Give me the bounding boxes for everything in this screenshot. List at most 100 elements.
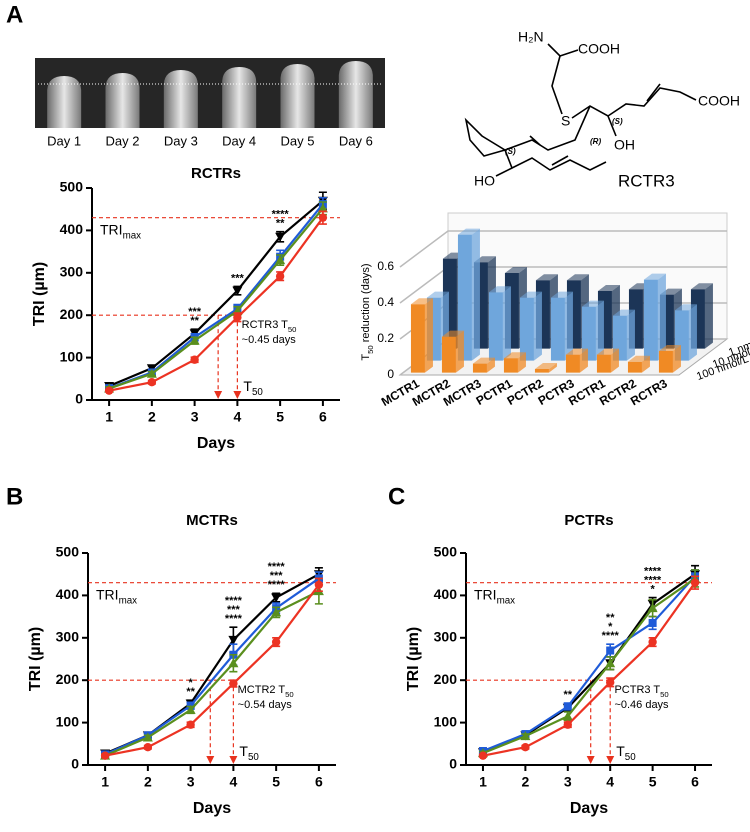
bar-front — [441, 336, 456, 373]
marker — [690, 578, 700, 587]
bar-top — [565, 348, 588, 355]
arrow-label: T50 — [616, 743, 636, 763]
chart-title: RCTRs — [191, 165, 241, 182]
threshold-label-part: TRI — [96, 586, 119, 602]
significance-label: ** — [186, 686, 195, 698]
bar — [410, 298, 433, 373]
x-tick-label: 3 — [564, 774, 572, 790]
y-tick-label: 0 — [71, 756, 79, 772]
marker — [185, 704, 196, 714]
bar-side — [517, 352, 526, 373]
series-line — [108, 207, 324, 390]
significance-label: **** — [225, 613, 243, 625]
tissue-image — [222, 67, 257, 128]
significance-label: ** — [276, 218, 285, 230]
marker — [143, 742, 153, 752]
bar-top — [690, 283, 713, 290]
bar-side — [641, 355, 650, 373]
y-axis-label: TRI (µm) — [405, 627, 422, 691]
series-line — [104, 584, 320, 757]
arrow-label: T50 — [239, 743, 259, 763]
y-tick-label: 100 — [56, 713, 80, 729]
z-axis-label: T50 reduction (days) — [360, 263, 375, 360]
bar-top — [550, 291, 573, 298]
x-tick-label: 1 — [479, 774, 487, 790]
bar-top — [658, 345, 681, 351]
note-part: 50 — [660, 689, 669, 698]
note-part: 50 — [288, 324, 297, 333]
series-line — [482, 577, 696, 755]
image-caption: Day 5 — [281, 133, 315, 148]
bar-top — [643, 273, 666, 280]
bar — [441, 330, 464, 373]
y-axis-label: TRI (µm) — [27, 627, 44, 691]
bar — [658, 345, 681, 373]
bar-side — [595, 300, 604, 361]
image-caption: Day 1 — [47, 133, 81, 148]
bar-side — [564, 291, 573, 361]
x-tick-label: 6 — [319, 409, 327, 425]
bar-top — [441, 330, 464, 337]
bar-front — [565, 354, 580, 373]
marker — [271, 593, 282, 603]
bar-front — [472, 363, 487, 373]
x-tick-label: 1 — [105, 409, 113, 425]
z-tick-label: 0.4 — [377, 295, 394, 309]
z-tick-label: 0.6 — [377, 259, 394, 273]
bar-top — [410, 298, 433, 305]
bar-top — [674, 304, 697, 311]
atom-label: COOH — [578, 41, 620, 57]
x-tick-label: 2 — [521, 774, 529, 790]
image-caption: Day 4 — [222, 133, 256, 148]
arrow-head — [214, 391, 223, 399]
x-tick-label: 2 — [144, 774, 152, 790]
bar-top — [596, 348, 619, 355]
note-part: 50 — [285, 689, 294, 698]
arrow-label-part: 50 — [625, 752, 636, 763]
significance-label: **** — [644, 574, 662, 586]
marker — [275, 271, 285, 281]
arrow-head — [206, 756, 215, 764]
chemical-structure: H₂N COOH S (R) (S) OH COOH (S) HO RCTR3 — [464, 29, 740, 190]
significance-label: * — [650, 583, 655, 595]
bar — [565, 348, 588, 373]
x-tick-label: 4 — [233, 409, 241, 425]
arrow-head — [586, 756, 595, 764]
bar-front — [519, 297, 534, 361]
bar — [457, 228, 480, 361]
threshold-label-part: TRI — [100, 221, 123, 237]
atom-label: H₂N — [518, 29, 544, 45]
x-tick-label: 3 — [187, 774, 195, 790]
marker — [563, 702, 572, 711]
bar-side — [626, 309, 635, 361]
arrow-head — [229, 756, 238, 764]
marker — [606, 678, 615, 687]
y-tick-label: 200 — [434, 671, 458, 687]
stereo-label: (S) — [612, 117, 623, 126]
y-tick-label: 400 — [434, 586, 458, 602]
marker — [648, 618, 657, 627]
y-tick-label: 300 — [434, 629, 458, 645]
arrow-label-part: T — [239, 743, 248, 759]
note: RCTR3 T50 — [242, 319, 297, 334]
series-line — [108, 199, 324, 388]
tissue-image — [338, 61, 373, 128]
y-tick-label: 500 — [60, 179, 84, 195]
marker — [275, 232, 286, 242]
bar-side — [610, 348, 619, 373]
compound-name: RCTR3 — [618, 171, 675, 190]
atom-label: COOH — [698, 93, 740, 109]
bar-front — [410, 304, 425, 373]
threshold-label-part: max — [123, 231, 142, 242]
bond — [607, 115, 617, 137]
significance-label: **** — [268, 561, 286, 573]
grid-line — [399, 230, 727, 268]
bar-top — [627, 355, 650, 362]
bar-side — [672, 345, 681, 373]
arrow-label-part: T — [616, 743, 625, 759]
bar-front — [550, 297, 565, 361]
marker — [189, 335, 200, 345]
line-chart: PCTRs 0 100 200 300 400 500 1 2 3 4 5 6 Days TRI (µm) T… — [405, 512, 712, 817]
note: PCTR3 T50 — [614, 684, 668, 699]
